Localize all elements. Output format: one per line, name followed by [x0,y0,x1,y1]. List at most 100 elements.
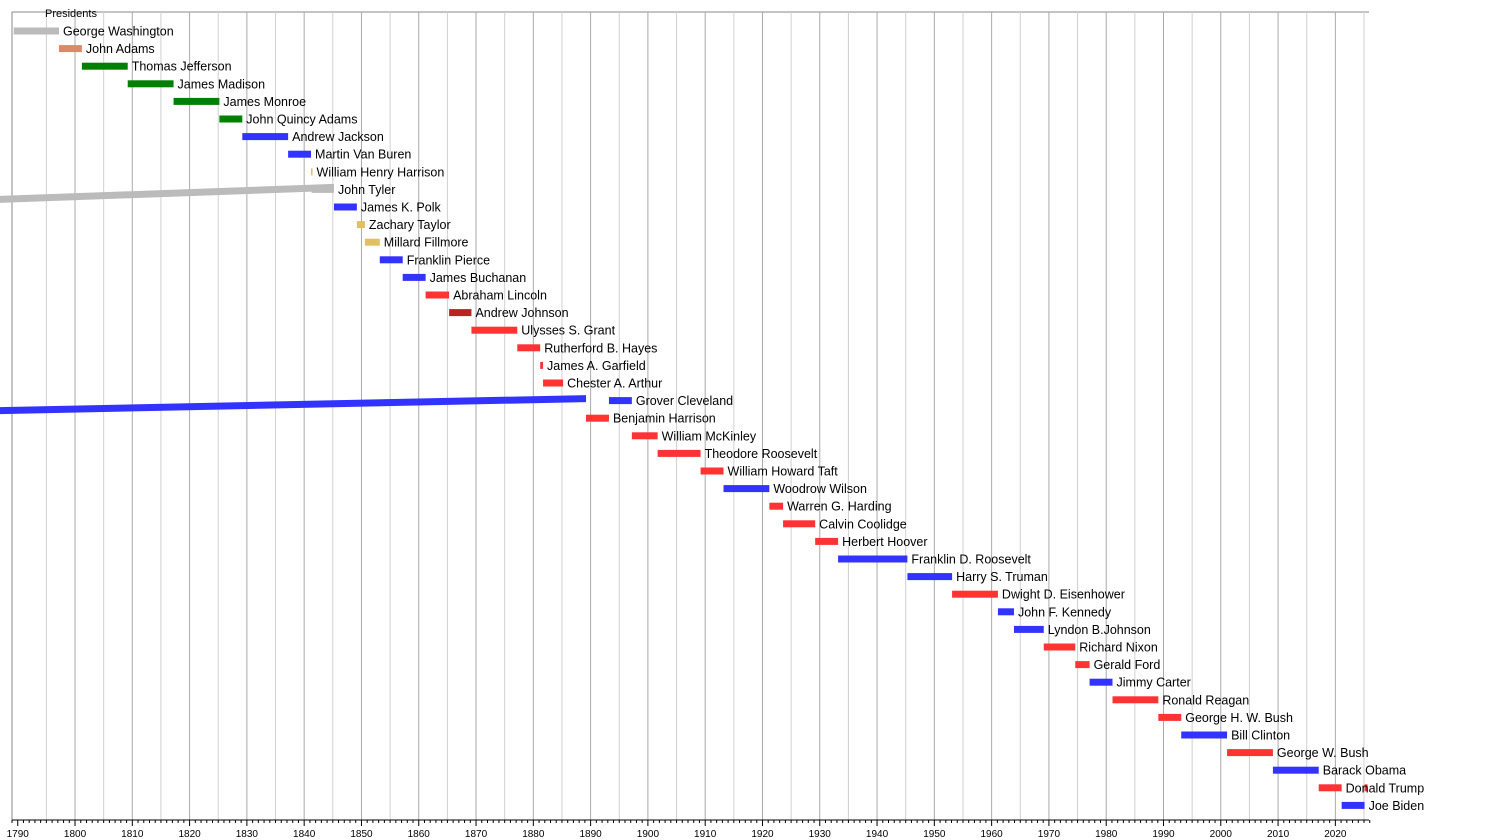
x-tick-label: 1940 [866,829,889,840]
chart-title: Presidents [45,8,97,20]
term-bar [379,256,403,264]
president-label: Bill Clinton [1231,729,1290,743]
president-label: William Howard Taft [728,465,839,479]
x-tick-label: 1900 [637,829,660,840]
term-bar [1181,731,1228,739]
x-tick-label: 1980 [1095,829,1118,840]
term-bar [517,344,541,352]
x-tick-label: 1920 [751,829,774,840]
x-tick-label: 1910 [694,829,717,840]
term-bar [1089,678,1113,686]
president-label: Millard Fillmore [384,236,469,250]
x-tick-label: 1800 [64,829,87,840]
president-label: Theodore Roosevelt [705,447,818,461]
term-bar [952,590,998,598]
term-bar [471,326,518,334]
term-bar [311,168,313,176]
term-bar [58,45,82,53]
president-label: Franklin Pierce [407,253,490,267]
term-bar [586,414,609,422]
president-label: Ulysses S. Grant [521,324,615,338]
term-bar [997,608,1014,616]
x-tick-label: 1820 [178,829,201,840]
term-bar [783,520,816,528]
president-label: Benjamin Harrison [613,412,716,426]
president-label: Abraham Lincoln [453,289,547,303]
x-tick-label: 1870 [465,829,488,840]
x-tick-label: 1830 [236,829,259,840]
president-label: William McKinley [662,429,757,443]
x-tick-label: 2000 [1210,829,1233,840]
extra-term-segment [1364,784,1368,792]
wrap-segment [0,183,334,203]
term-bar [1013,625,1044,633]
term-bar [608,397,632,405]
president-labels: George Washington John Adams Thomas Jeffer… [63,25,1424,813]
president-label: Dwight D. Eisenhower [1002,588,1125,602]
term-bar [242,133,289,141]
term-bar [815,537,839,545]
x-tick-label: 1850 [350,829,373,840]
president-label: Harry S. Truman [956,570,1048,584]
term-bars [13,27,1365,809]
president-label: James A. Garfield [547,359,646,373]
term-bar [311,185,334,193]
president-label: Rutherford B. Hayes [544,341,657,355]
term-bar [449,309,472,317]
term-bar [288,150,312,158]
term-bar [1341,801,1365,809]
term-bar [723,485,770,493]
term-bar [907,573,953,581]
wrap-segment [0,395,587,415]
term-bar [540,361,544,369]
term-bar [769,502,784,510]
president-label: Martin Van Buren [315,148,411,162]
president-label: George W. Bush [1277,746,1369,760]
term-bar [356,221,365,229]
president-label: Herbert Hoover [842,535,927,549]
president-label: John Quincy Adams [246,113,357,127]
president-label: Woodrow Wilson [773,482,867,496]
x-tick-label: 1890 [579,829,602,840]
x-tick-label: 1960 [981,829,1004,840]
x-tick-label: 1880 [522,829,545,840]
president-label: Grover Cleveland [636,394,733,408]
president-label: Lyndon B.Johnson [1048,623,1151,637]
president-label: Andrew Johnson [475,306,568,320]
term-bar [1318,784,1342,792]
president-label: Thomas Jefferson [132,60,232,74]
x-tick-label: 1840 [293,829,316,840]
president-label: Joe Biden [1369,799,1425,813]
term-bar [13,27,59,35]
term-bar [700,467,724,475]
term-bar [1272,766,1319,774]
term-bar [1227,749,1273,757]
term-bar [1043,643,1076,651]
term-bar [543,379,564,387]
term-bar [657,449,701,457]
president-label: Calvin Coolidge [819,517,907,531]
term-bar [219,115,243,123]
president-label: James Buchanan [430,271,527,285]
president-label: George Washington [63,25,174,39]
x-tick-label: 1790 [7,829,30,840]
president-label: George H. W. Bush [1185,711,1293,725]
x-axis: 1790 1800 1810 1820 1830 1840 1850 1860 1870 1880… [7,819,1371,840]
x-tick-label: 1860 [408,829,431,840]
president-label: James Madison [178,77,266,91]
extra-segments [0,183,1368,792]
term-bar [1158,713,1182,721]
x-tick-label: 1990 [1152,829,1175,840]
term-bar [838,555,908,563]
x-tick-label: 1950 [923,829,946,840]
term-bar [425,291,450,299]
term-bar [631,432,658,440]
president-label: James Monroe [223,95,306,109]
term-bar [1112,696,1159,704]
term-bar [364,238,380,246]
president-label: Chester A. Arthur [567,377,662,391]
x-tick-label: 1970 [1038,829,1061,840]
term-bar [81,62,128,70]
president-label: John Adams [86,42,155,56]
